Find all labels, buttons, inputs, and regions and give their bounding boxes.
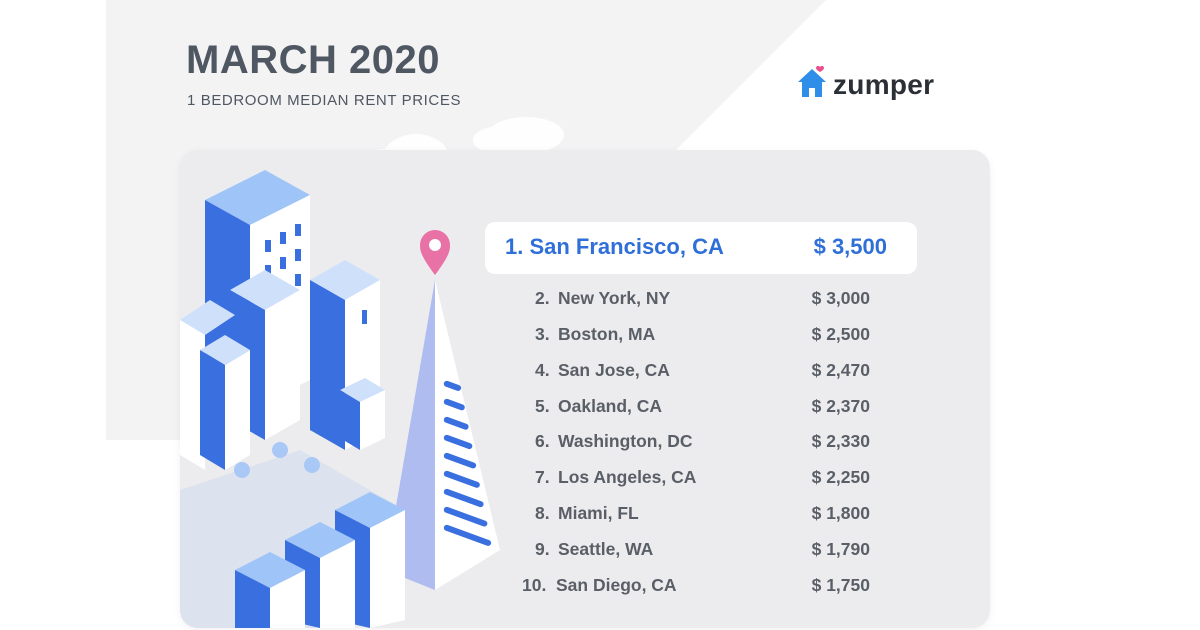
rank-number: 7. <box>535 467 550 487</box>
top-city-name: 1. San Francisco, CA <box>505 234 724 259</box>
page-subtitle: 1 BEDROOM MEDIAN RENT PRICES <box>187 92 462 109</box>
brand-name: zumper <box>833 68 935 100</box>
city-price: $ 2,330 <box>811 431 870 451</box>
list-item: 5. Oakland, CA $ 2,370 <box>510 396 890 424</box>
rankings-card: 1. San Francisco, CA $ 3,500 2. New York… <box>180 150 990 628</box>
city-price: $ 1,800 <box>811 503 870 523</box>
city-price: $ 2,500 <box>811 324 870 344</box>
city-name: Los Angeles, CA <box>558 467 697 487</box>
city-price: $ 2,470 <box>811 360 870 380</box>
city-name: Oakland, CA <box>558 396 663 416</box>
house-icon <box>795 64 829 105</box>
rank-number: 2. <box>535 288 550 308</box>
location-pin-icon <box>420 230 450 275</box>
list-item: 4. San Jose, CA $ 2,470 <box>510 360 890 388</box>
rank-number: 9. <box>535 539 550 559</box>
city-price: $ 1,750 <box>811 575 870 595</box>
list-item: 3. Boston, MA $ 2,500 <box>510 324 890 352</box>
rank-number: 4. <box>535 360 550 380</box>
city-price: $ 2,370 <box>811 396 870 416</box>
city-name: Washington, DC <box>558 431 693 451</box>
top-city-price: $ 3,500 <box>813 234 887 259</box>
city-illustration <box>180 150 540 628</box>
rank-number: 10. <box>522 575 547 595</box>
rank-number: 6. <box>535 431 550 451</box>
list-item: 7. Los Angeles, CA $ 2,250 <box>510 467 890 495</box>
list-item: 9. Seattle, WA $ 1,790 <box>510 539 890 567</box>
list-item: 6. Washington, DC $ 2,330 <box>510 431 890 459</box>
city-price: $ 2,250 <box>811 467 870 487</box>
city-name: New York, NY <box>558 288 671 308</box>
city-name: Miami, FL <box>558 503 639 523</box>
city-price: $ 1,790 <box>811 539 870 559</box>
city-name: Seattle, WA <box>558 539 654 559</box>
list-item: 8. Miami, FL $ 1,800 <box>510 503 890 531</box>
rank-number: 3. <box>535 324 550 344</box>
rank-number: 8. <box>535 503 550 523</box>
rank-number: 5. <box>535 396 550 416</box>
city-name: Boston, MA <box>558 324 656 344</box>
city-name: San Jose, CA <box>558 360 670 380</box>
list-item: 2. New York, NY $ 3,000 <box>510 288 890 316</box>
page-title: MARCH 2020 <box>186 38 440 82</box>
top-ranked-city: 1. San Francisco, CA $ 3,500 <box>485 222 917 274</box>
city-name: San Diego, CA <box>556 575 677 595</box>
zumper-logo: zumper <box>795 64 934 105</box>
list-item: 10. San Diego, CA $ 1,750 <box>510 575 890 603</box>
city-price: $ 3,000 <box>811 288 870 308</box>
